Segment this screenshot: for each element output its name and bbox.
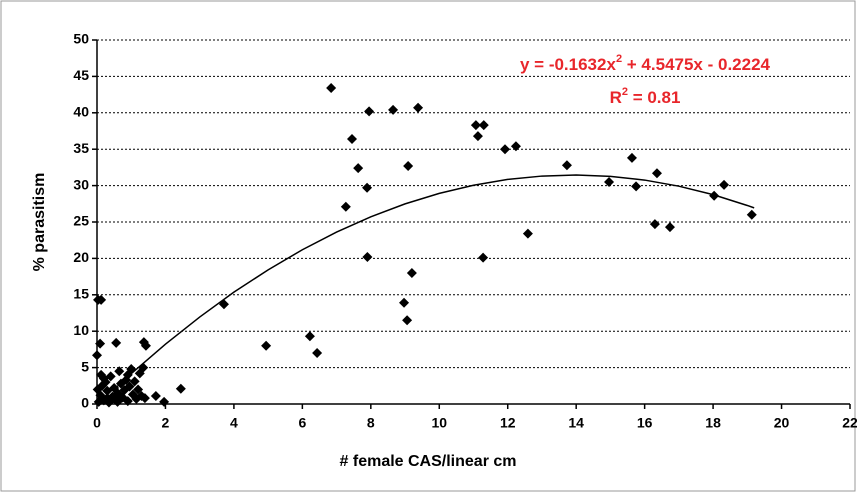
- y-axis-label: % parasitism: [31, 173, 48, 272]
- y-tick-label: 40: [73, 104, 89, 120]
- point: [362, 251, 373, 262]
- point: [499, 144, 510, 155]
- y-tick-label: 35: [73, 140, 89, 156]
- r-squared-part: R: [610, 88, 622, 107]
- point: [472, 131, 483, 142]
- point: [114, 366, 125, 377]
- point: [406, 267, 417, 278]
- point: [649, 219, 660, 230]
- point: [124, 381, 135, 392]
- y-tick-label: 25: [73, 213, 89, 229]
- point: [604, 176, 615, 187]
- x-tick-label: 20: [774, 415, 790, 431]
- point: [111, 337, 122, 348]
- x-tick-label: 18: [705, 415, 721, 431]
- point: [312, 348, 323, 359]
- point: [122, 369, 133, 380]
- point: [326, 83, 337, 94]
- point: [364, 106, 375, 117]
- point: [561, 160, 572, 171]
- point: [626, 152, 637, 163]
- x-tick-label: 10: [431, 415, 447, 431]
- point: [478, 120, 489, 131]
- x-axis-label: # female CAS/linear cm: [340, 453, 517, 470]
- x-tick-label: 16: [637, 415, 653, 431]
- point: [139, 393, 150, 404]
- x-tick-label: 22: [842, 415, 857, 431]
- x-tick-label: 4: [230, 415, 238, 431]
- point: [261, 340, 272, 351]
- equation-part: y = -0.1632x: [520, 55, 616, 74]
- equation-part: 2: [616, 53, 622, 65]
- point: [353, 163, 364, 174]
- point: [402, 315, 413, 326]
- equation: y = -0.1632x2 + 4.5475x - 0.2224: [520, 53, 771, 75]
- point: [96, 294, 107, 305]
- point: [346, 134, 357, 145]
- point: [709, 190, 720, 201]
- trendline: [113, 174, 755, 390]
- point: [510, 141, 521, 152]
- point: [664, 222, 675, 233]
- y-tick-label: 5: [81, 358, 89, 374]
- point: [175, 383, 186, 394]
- point: [631, 181, 642, 192]
- point: [651, 168, 662, 179]
- point: [719, 179, 730, 190]
- point: [746, 209, 757, 220]
- y-tick-label: 20: [73, 249, 89, 265]
- point: [98, 373, 109, 384]
- point: [218, 299, 229, 310]
- r-squared-part: 2: [622, 86, 628, 98]
- x-tick-label: 12: [500, 415, 516, 431]
- point: [403, 160, 414, 171]
- y-tick-label: 30: [73, 176, 89, 192]
- point: [470, 120, 481, 131]
- point: [129, 376, 140, 387]
- point: [304, 331, 315, 342]
- point: [138, 362, 149, 373]
- point: [138, 337, 149, 348]
- point: [150, 390, 161, 401]
- point: [112, 396, 123, 407]
- y-tick-label: 50: [73, 31, 89, 47]
- x-tick-label: 2: [162, 415, 170, 431]
- point: [522, 228, 533, 239]
- point: [399, 297, 410, 308]
- r-squared: R2 = 0.81: [610, 86, 681, 108]
- y-tick-label: 45: [73, 67, 89, 83]
- point: [159, 396, 170, 407]
- y-tick-label: 10: [73, 322, 89, 338]
- x-tick-label: 0: [93, 415, 101, 431]
- x-tick-label: 8: [367, 415, 375, 431]
- point: [92, 384, 103, 395]
- x-tick-label: 14: [568, 415, 584, 431]
- x-tick-label: 6: [298, 415, 306, 431]
- point: [95, 338, 106, 349]
- r-squared-part: = 0.81: [628, 88, 680, 107]
- point: [340, 201, 351, 212]
- y-tick-label: 0: [81, 395, 89, 411]
- point: [362, 182, 373, 193]
- point: [122, 396, 133, 407]
- y-tick-label: 15: [73, 286, 89, 302]
- point: [413, 102, 424, 113]
- point: [388, 104, 399, 115]
- equation-part: + 4.5475x - 0.2224: [622, 55, 770, 74]
- point: [478, 252, 489, 263]
- point: [102, 393, 113, 404]
- point: [92, 350, 102, 361]
